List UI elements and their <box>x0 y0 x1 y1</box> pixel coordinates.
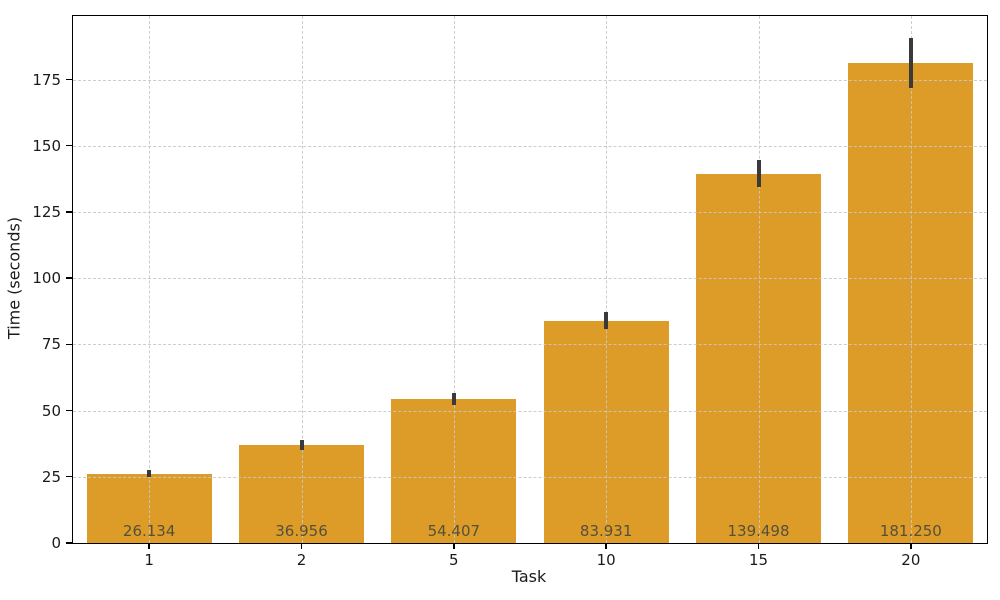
gridline-horizontal <box>73 344 987 346</box>
gridline-horizontal <box>73 476 987 478</box>
gridline-vertical <box>453 16 455 543</box>
x-tick-mark <box>757 543 760 549</box>
y-tick-mark <box>65 343 72 346</box>
gridline-vertical <box>301 16 303 543</box>
x-tick-label: 10 <box>596 551 616 569</box>
plot-area: 0 25 50 75 100 125 150 175 1 26.134 2 36.956 5 54.407… <box>32 15 988 569</box>
gridline-horizontal <box>73 278 987 280</box>
gridline-vertical <box>149 16 151 543</box>
y-tick-mark <box>65 277 72 279</box>
x-tick-label: 15 <box>748 551 769 569</box>
gridline-horizontal <box>73 211 987 213</box>
error-bar <box>604 312 609 330</box>
error-bar <box>756 159 761 188</box>
x-tick-mark <box>148 543 150 549</box>
bar-value-label: 83.931 <box>579 522 633 540</box>
y-tick-mark <box>65 476 72 478</box>
bar <box>239 445 364 543</box>
bar-value-label: 36.956 <box>275 522 328 540</box>
gridline-horizontal <box>73 79 987 81</box>
bar-value-label: 26.134 <box>122 522 176 540</box>
x-tick-label: 1 <box>144 551 154 569</box>
x-tick-mark <box>300 543 303 549</box>
bar-value-label: 139.498 <box>727 522 790 540</box>
y-tick-label: 0 <box>51 534 61 552</box>
gridline-vertical <box>758 16 760 543</box>
y-tick-mark <box>65 409 72 412</box>
x-tick-label: 20 <box>901 551 921 569</box>
x-tick-mark <box>910 543 912 549</box>
y-tick-mark <box>65 78 72 81</box>
y-tick-label: 50 <box>41 401 61 420</box>
y-tick-label: 150 <box>32 136 61 155</box>
error-bar <box>908 37 913 89</box>
gridline-vertical <box>606 16 608 543</box>
gridline-horizontal <box>73 145 987 147</box>
y-tick-label: 25 <box>41 467 61 486</box>
x-tick-label: 2 <box>296 551 307 569</box>
y-tick-mark <box>65 211 72 213</box>
gridline-horizontal <box>73 410 987 412</box>
y-tick-mark <box>65 145 72 147</box>
x-tick-mark <box>605 543 607 549</box>
error-bar <box>451 392 456 406</box>
gridline-vertical <box>910 16 912 543</box>
bar-value-label: 181.250 <box>879 522 942 540</box>
y-tick-label: 175 <box>32 70 61 89</box>
x-tick-label: 5 <box>449 551 459 569</box>
x-axis-label: Task <box>511 567 547 586</box>
y-tick-label: 100 <box>32 269 61 288</box>
y-tick-mark <box>65 542 72 544</box>
error-bar <box>299 440 304 451</box>
y-tick-label: 125 <box>32 202 61 221</box>
y-tick-label: 75 <box>41 335 61 354</box>
bar-value-label: 54.407 <box>427 522 481 540</box>
error-bar <box>147 470 152 478</box>
x-tick-mark <box>453 543 455 549</box>
bar <box>696 173 821 543</box>
